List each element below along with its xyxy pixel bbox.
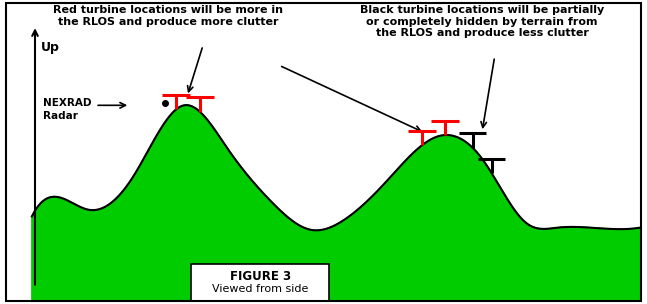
Text: Viewed from side: Viewed from side (212, 285, 308, 294)
Text: NEXRAD
Radar: NEXRAD Radar (43, 98, 92, 121)
Text: Red turbine locations will be more in
the RLOS and produce more clutter: Red turbine locations will be more in th… (53, 5, 283, 27)
Text: Up: Up (41, 41, 60, 54)
Text: Black turbine locations will be partially
or completely hidden by terrain from
t: Black turbine locations will be partiall… (360, 5, 604, 39)
Polygon shape (32, 105, 641, 304)
FancyBboxPatch shape (191, 264, 329, 301)
Text: FIGURE 3: FIGURE 3 (230, 270, 291, 282)
